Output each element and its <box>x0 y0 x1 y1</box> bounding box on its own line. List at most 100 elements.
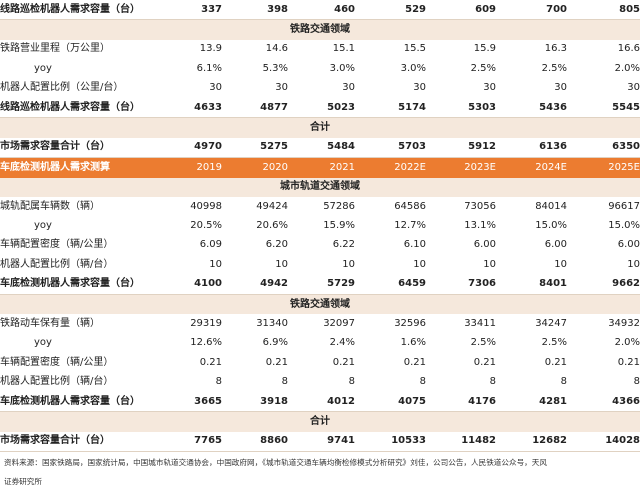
value-cell: 609 <box>426 0 496 21</box>
table-row: 城轨配属车辆数（辆） 40998 49424 57286 64586 73056 84014… <box>0 197 640 216</box>
row-label: 城轨配属车辆数（辆） <box>0 200 100 212</box>
row-label: 机器人配置比例（辆/台） <box>0 258 114 270</box>
value-cell: 398 <box>222 0 288 21</box>
value-cell: 6.20 <box>265 239 288 251</box>
table-row: 车辆配置密度（辆/公里） 6.09 6.20 6.22 6.10 6.00 6.00 6.00 <box>0 236 640 255</box>
value-cell: 8401 <box>496 274 567 295</box>
table-row: 机器人配置比例（辆/台） 8 8 8 8 8 8 8 <box>0 372 640 391</box>
value-cell: 0.21 <box>265 356 288 368</box>
year-header-cell: 2020 <box>222 157 288 178</box>
value-cell: 2.5% <box>470 62 496 74</box>
value-cell: 4633 <box>160 97 222 119</box>
value-cell: 31340 <box>256 317 288 329</box>
value-cell: 8 <box>489 376 496 388</box>
value-cell: 34932 <box>608 317 640 329</box>
value-cell: 16.6 <box>617 43 640 55</box>
value-cell: 12682 <box>496 431 567 452</box>
value-cell: 11482 <box>426 431 496 452</box>
row-label: 车辆配置密度（辆/公里） <box>0 239 114 251</box>
table-title-row: 车底检测机器人需求测算 2019 2020 2021 2022E 2023E 2024E 20… <box>0 157 640 178</box>
table-row: 车辆配置密度（辆/公里） 0.21 0.21 0.21 0.21 0.21 0.21 0.21 <box>0 353 640 372</box>
value-cell: 6136 <box>496 137 567 159</box>
value-cell: 30 <box>413 82 426 94</box>
value-cell: 9662 <box>567 274 640 295</box>
section-header-label: 合计 <box>0 411 640 432</box>
value-cell: 15.5 <box>403 43 426 55</box>
section-header-row: 铁路交通领域 <box>0 294 640 315</box>
value-cell: 0.21 <box>332 356 355 368</box>
value-cell: 15.1 <box>332 43 355 55</box>
table-row: 线路巡检机器人需求容量（台） 337 398 460 529 609 700 805 <box>0 0 640 21</box>
value-cell: 30 <box>342 82 355 94</box>
value-cell: 33411 <box>464 317 496 329</box>
value-cell: 5729 <box>288 274 355 295</box>
value-cell: 5275 <box>222 137 288 159</box>
value-cell: 15.0% <box>535 219 567 231</box>
row-label: 车辆配置密度（辆/公里） <box>0 356 114 368</box>
value-cell: 32097 <box>323 317 355 329</box>
year-header-cell: 2019 <box>160 157 222 178</box>
table-row: yoy 6.1% 5.3% 3.0% 3.0% 2.5% 2.5% 2.0% <box>0 59 640 78</box>
row-label: yoy <box>34 62 52 74</box>
section-header-row: 城市轨道交通领域 <box>0 177 640 197</box>
section-header-label: 铁路交通领域 <box>0 19 640 40</box>
table-row: yoy 12.6% 6.9% 2.4% 1.6% 2.5% 2.5% 2.0% <box>0 334 640 353</box>
value-cell: 64586 <box>394 200 426 212</box>
value-cell: 529 <box>355 0 426 21</box>
value-cell: 73056 <box>464 200 496 212</box>
value-cell: 6.1% <box>196 62 222 74</box>
row-label: 铁路动车保有量（辆） <box>0 317 100 329</box>
year-header-cell: 2024E <box>496 157 567 178</box>
value-cell: 2.5% <box>541 62 567 74</box>
value-cell: 13.1% <box>464 219 496 231</box>
value-cell: 0.21 <box>617 356 640 368</box>
table-row: 车底检测机器人需求容量（台） 3665 3918 4012 4075 4176 4281 43… <box>0 391 640 413</box>
value-cell: 3.0% <box>329 62 355 74</box>
value-cell: 4942 <box>222 274 288 295</box>
row-label: 铁路营业里程（万公里） <box>0 43 110 55</box>
value-cell: 30 <box>627 82 640 94</box>
row-label: 车底检测机器人需求容量（台） <box>0 274 160 295</box>
value-cell: 32596 <box>394 317 426 329</box>
value-cell: 5174 <box>355 97 426 119</box>
value-cell: 15.9 <box>473 43 496 55</box>
value-cell: 84014 <box>535 200 567 212</box>
value-cell: 7765 <box>160 431 222 452</box>
value-cell: 10 <box>275 258 288 270</box>
value-cell: 6.22 <box>332 239 355 251</box>
data-table-container: 线路巡检机器人需求容量（台） 337 398 460 529 609 700 805 铁路交通领… <box>0 0 640 452</box>
value-cell: 6.00 <box>544 239 567 251</box>
table-row: 机器人配置比例（辆/台） 10 10 10 10 10 10 10 <box>0 255 640 274</box>
value-cell: 5703 <box>355 137 426 159</box>
row-label: 机器人配置比例（公里/台） <box>0 82 124 94</box>
value-cell: 8 <box>215 376 222 388</box>
row-label: 车底检测机器人需求容量（台） <box>0 391 160 413</box>
value-cell: 10 <box>342 258 355 270</box>
value-cell: 15.0% <box>608 219 640 231</box>
value-cell: 2.0% <box>614 337 640 349</box>
section-header-label: 城市轨道交通领域 <box>0 177 640 197</box>
value-cell: 5023 <box>288 97 355 119</box>
value-cell: 14.6 <box>265 43 288 55</box>
value-cell: 2.5% <box>470 337 496 349</box>
year-header-cell: 2025E <box>567 157 640 178</box>
section-header-label: 合计 <box>0 117 640 138</box>
value-cell: 0.21 <box>544 356 567 368</box>
table-row: 市场需求容量合计（台） 4970 5275 5484 5703 5912 6136 6350 <box>0 137 640 159</box>
table-row: 机器人配置比例（公里/台） 30 30 30 30 30 30 30 <box>0 79 640 98</box>
value-cell: 0.21 <box>473 356 496 368</box>
value-cell: 30 <box>209 82 222 94</box>
table-row: 铁路动车保有量（辆） 29319 31340 32097 32596 33411 34247… <box>0 314 640 333</box>
value-cell: 337 <box>160 0 222 21</box>
value-cell: 12.7% <box>394 219 426 231</box>
value-cell: 29319 <box>190 317 222 329</box>
value-cell: 57286 <box>323 200 355 212</box>
value-cell: 4366 <box>567 391 640 413</box>
value-cell: 30 <box>554 82 567 94</box>
source-note: 资料来源：国家铁路局，国家统计局，中国城市轨道交通协会，中国政府网，《城市轨道交… <box>4 453 636 491</box>
value-cell: 3665 <box>160 391 222 413</box>
value-cell: 20.6% <box>256 219 288 231</box>
value-cell: 96617 <box>608 200 640 212</box>
source-note-line-2: 证券研究所 <box>4 477 42 486</box>
row-label: 线路巡检机器人需求容量（台） <box>0 0 160 21</box>
